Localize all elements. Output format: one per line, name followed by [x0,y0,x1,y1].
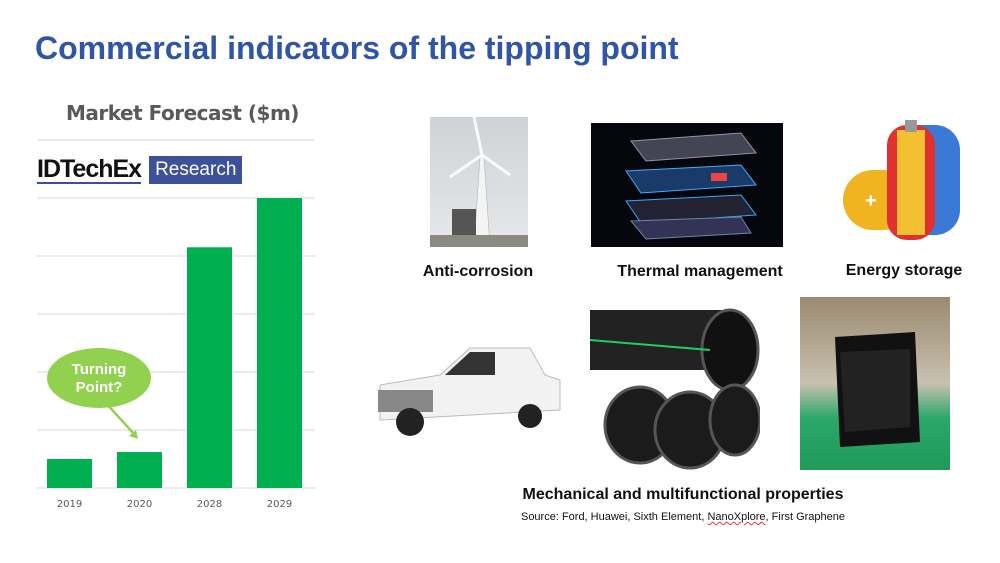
source-prefix: Source: Ford, Huawei, Sixth Element, [520,511,708,523]
idtechex-logo: IDTechEx Research [37,155,243,185]
turning-point-bubble [47,348,151,408]
logo-name: IDTechEx [37,155,142,184]
bubble-text: Turning [72,361,127,378]
battery-image: + [835,115,965,250]
graphene-composite-tray-image [800,297,950,470]
bubble-text: Point? [76,379,123,396]
annotation-arrow [104,401,136,436]
pipes-image [590,305,760,470]
bar-2019 [47,459,92,488]
x-tick-label: 2028 [197,499,222,510]
label-mechanical: Mechanical and multifunctional propertie… [522,486,844,503]
label-thermal-management: Thermal management [617,263,783,280]
svg-text:+: + [865,190,877,212]
wind-turbine-image [430,117,528,247]
source-nanoxplore: NanoXplore [707,511,766,523]
chart-title: Market Forecast ($m) [66,101,299,125]
source-suffix: , First Graphene [765,511,846,523]
label-energy-storage: Energy storage [845,262,963,279]
source-note: Source: Ford, Huawei, Sixth Element, Nan… [521,511,845,523]
pickup-truck-image [370,340,565,440]
bar-2028 [187,247,232,488]
x-tick-label: 2029 [267,499,292,510]
label-anti-corrosion: Anti-corrosion [422,263,534,280]
x-tick-label: 2019 [57,499,82,510]
x-tick-label: 2020 [127,499,152,510]
logo-tag: Research [149,156,243,184]
bar-2029 [257,198,302,488]
annotation-arrowhead [129,430,138,439]
thermal-phone-exploded-image [591,123,783,247]
slide-title: Commercial indicators of the tipping poi… [35,30,679,66]
bar-2020 [117,452,162,488]
